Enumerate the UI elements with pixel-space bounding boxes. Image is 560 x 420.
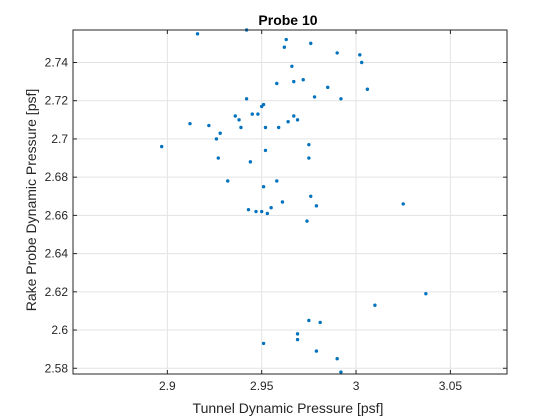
data-point xyxy=(269,206,273,210)
data-point xyxy=(326,85,330,90)
y-tick-label: 2.74 xyxy=(45,55,69,69)
data-point xyxy=(307,318,311,323)
data-point xyxy=(216,156,220,160)
data-point xyxy=(218,131,222,135)
y-axis-label: Rake Probe Dynamic Pressure [psf] xyxy=(23,89,39,312)
y-tick-label: 2.62 xyxy=(45,285,69,299)
data-point xyxy=(292,79,296,84)
data-point xyxy=(292,114,296,118)
x-tick-labels: 2.9 2.95 3 3.05 xyxy=(159,379,462,393)
data-points xyxy=(159,28,428,374)
data-point xyxy=(373,303,377,307)
data-point xyxy=(280,200,285,204)
data-point xyxy=(256,112,260,116)
data-point xyxy=(301,77,305,82)
data-point xyxy=(250,112,254,116)
data-point xyxy=(261,185,266,189)
data-point xyxy=(159,144,164,149)
data-point xyxy=(295,118,300,122)
y-tick-label: 2.6 xyxy=(51,323,68,337)
data-point xyxy=(244,97,249,101)
data-point xyxy=(295,337,300,342)
data-point xyxy=(207,123,211,128)
data-point xyxy=(360,60,364,65)
data-point xyxy=(233,114,237,118)
chart-title: Probe 10 xyxy=(258,12,317,28)
data-point xyxy=(335,51,339,55)
data-point xyxy=(265,211,270,216)
data-point xyxy=(307,142,311,147)
grid-lines xyxy=(73,30,507,374)
data-point xyxy=(314,349,319,353)
axes-box xyxy=(72,29,508,375)
data-point xyxy=(424,292,428,296)
y-tick-labels: 2.58 2.6 2.62 2.64 2.66 2.68 2.7 2.72 2.74 xyxy=(45,55,69,375)
x-axis-label: Tunnel Dynamic Pressure [psf] xyxy=(193,400,384,416)
data-point xyxy=(259,104,264,109)
data-point xyxy=(335,357,339,361)
data-point xyxy=(309,41,313,46)
data-point xyxy=(276,125,281,130)
y-tick-label: 2.66 xyxy=(45,208,69,222)
data-point xyxy=(290,64,294,69)
data-point xyxy=(286,120,290,124)
data-point xyxy=(309,194,313,198)
data-point xyxy=(263,148,268,153)
data-point xyxy=(358,53,362,57)
data-point xyxy=(246,207,251,212)
data-point xyxy=(365,87,370,91)
data-point xyxy=(305,219,309,223)
data-point xyxy=(195,32,200,36)
y-tick-label: 2.72 xyxy=(45,94,69,108)
data-point xyxy=(237,118,241,122)
data-point xyxy=(318,320,322,325)
data-point xyxy=(263,125,268,130)
data-point xyxy=(259,209,264,214)
data-point xyxy=(401,202,405,206)
data-point xyxy=(275,81,279,86)
data-point xyxy=(254,209,258,214)
data-point xyxy=(314,204,319,208)
tick-marks xyxy=(73,30,507,374)
data-point xyxy=(339,97,343,101)
data-point xyxy=(214,137,219,141)
y-tick-label: 2.64 xyxy=(45,247,69,261)
plot-area: 2.9 2.95 3 3.05 2.582.62.622.642.662.682.72… xyxy=(45,28,508,393)
axes-background xyxy=(73,30,507,374)
data-point xyxy=(282,45,287,49)
x-tick-label: 2.9 xyxy=(159,379,176,393)
data-point xyxy=(248,160,253,164)
data-point xyxy=(295,332,300,336)
data-point xyxy=(312,95,317,99)
data-point xyxy=(188,121,192,126)
x-tick-label: 2.95 xyxy=(250,379,274,393)
data-point xyxy=(339,370,343,374)
data-point xyxy=(261,341,266,346)
data-point xyxy=(284,37,288,42)
data-point xyxy=(307,156,311,160)
y-tick-label: 2.68 xyxy=(45,170,69,184)
x-tick-label: 3.05 xyxy=(439,379,463,393)
data-point xyxy=(239,125,243,130)
data-point xyxy=(275,179,279,183)
data-point xyxy=(226,179,230,183)
y-tick-label: 2.7 xyxy=(51,132,68,146)
x-tick-label: 3 xyxy=(353,379,360,393)
y-tick-label: 2.58 xyxy=(45,361,69,375)
